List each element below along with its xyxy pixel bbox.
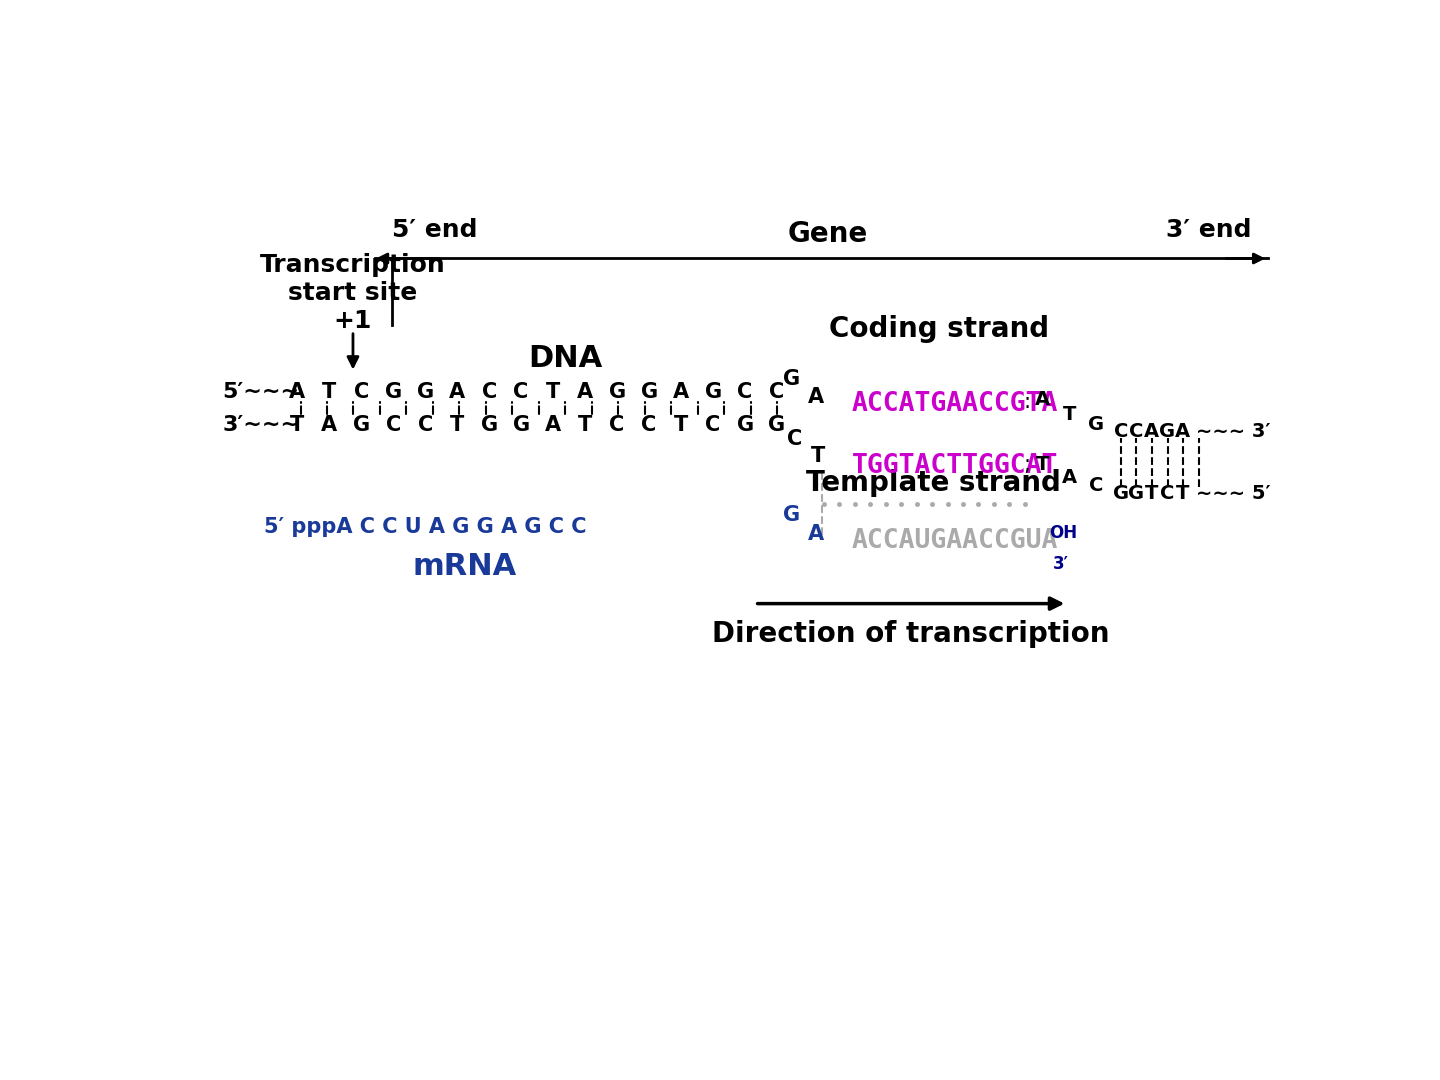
- Text: Transcription
start site: Transcription start site: [261, 254, 446, 306]
- Text: C: C: [641, 415, 657, 435]
- Text: A: A: [449, 381, 465, 402]
- Text: ACCAUGAACCGUA: ACCAUGAACCGUA: [852, 528, 1058, 554]
- Text: ∼∼∼ 5′: ∼∼∼ 5′: [1195, 484, 1270, 503]
- Text: G: G: [736, 415, 753, 435]
- Text: C: C: [1129, 422, 1143, 441]
- Text: T: T: [289, 415, 304, 435]
- Text: T: T: [1175, 484, 1189, 503]
- Text: TGGTACTTGGCAT: TGGTACTTGGCAT: [852, 454, 1058, 480]
- Text: DNA: DNA: [528, 343, 602, 373]
- Text: T: T: [1145, 484, 1158, 503]
- Text: 5′∼∼∼: 5′∼∼∼: [222, 381, 300, 402]
- Text: C: C: [514, 381, 528, 402]
- Text: A: A: [289, 381, 305, 402]
- Text: C: C: [386, 415, 400, 435]
- Text: 3′ end: 3′ end: [1166, 218, 1251, 242]
- Text: C: C: [737, 381, 753, 402]
- Text: 5′ pppA C C U A G G A G C C: 5′ pppA C C U A G G A G C C: [264, 517, 586, 537]
- Text: T: T: [1035, 456, 1050, 474]
- Text: A: A: [577, 381, 593, 402]
- Text: A: A: [1035, 390, 1050, 409]
- Text: G: G: [1159, 422, 1175, 441]
- Text: C: C: [481, 381, 497, 402]
- Text: G: G: [416, 381, 433, 402]
- Text: G: G: [783, 505, 801, 526]
- Text: Direction of transcription: Direction of transcription: [713, 620, 1110, 648]
- Text: ACCATGAACCGTA: ACCATGAACCGTA: [852, 391, 1058, 417]
- Text: A: A: [1061, 468, 1077, 487]
- Text: 3′: 3′: [1053, 555, 1068, 573]
- Text: G: G: [1089, 416, 1104, 434]
- Text: :: :: [1024, 392, 1031, 413]
- Text: C: C: [609, 415, 625, 435]
- Text: T: T: [323, 381, 337, 402]
- Text: T: T: [451, 415, 464, 435]
- Text: C: C: [418, 415, 433, 435]
- Text: T: T: [546, 381, 560, 402]
- Text: A: A: [321, 415, 337, 435]
- Text: C: C: [1159, 484, 1174, 503]
- Text: G: G: [769, 415, 786, 435]
- Text: G: G: [1128, 484, 1145, 503]
- Text: 5′ end: 5′ end: [392, 218, 478, 242]
- Text: G: G: [1113, 484, 1129, 503]
- Text: A: A: [1175, 422, 1189, 441]
- Text: Template strand: Template strand: [806, 469, 1061, 497]
- Text: A: A: [546, 415, 562, 435]
- Text: ∼∼∼ 3′: ∼∼∼ 3′: [1195, 422, 1270, 441]
- Text: Gene: Gene: [788, 219, 867, 247]
- Text: T: T: [1063, 405, 1076, 423]
- Text: +1: +1: [334, 309, 372, 333]
- Text: C: C: [354, 381, 369, 402]
- Text: G: G: [513, 415, 530, 435]
- Text: G: G: [481, 415, 498, 435]
- Text: C: C: [769, 381, 785, 402]
- Text: G: G: [704, 381, 721, 402]
- Text: T: T: [674, 415, 688, 435]
- Text: 3′∼∼∼: 3′∼∼∼: [222, 415, 300, 435]
- Text: G: G: [384, 381, 402, 402]
- Text: C: C: [706, 415, 720, 435]
- Text: T: T: [577, 415, 592, 435]
- Text: A: A: [808, 524, 824, 543]
- Text: C: C: [1113, 422, 1128, 441]
- Text: T: T: [811, 446, 825, 467]
- Text: OH: OH: [1050, 524, 1077, 542]
- Text: ;: ;: [1024, 455, 1031, 475]
- Text: Coding strand: Coding strand: [829, 315, 1048, 343]
- Text: G: G: [783, 369, 801, 389]
- Text: C: C: [1089, 476, 1103, 495]
- Text: G: G: [609, 381, 625, 402]
- Text: C: C: [788, 429, 802, 449]
- Text: mRNA: mRNA: [412, 552, 517, 581]
- Text: G: G: [641, 381, 658, 402]
- Text: A: A: [672, 381, 690, 402]
- Text: A: A: [808, 388, 824, 407]
- Text: A: A: [1143, 422, 1159, 441]
- Text: G: G: [353, 415, 370, 435]
